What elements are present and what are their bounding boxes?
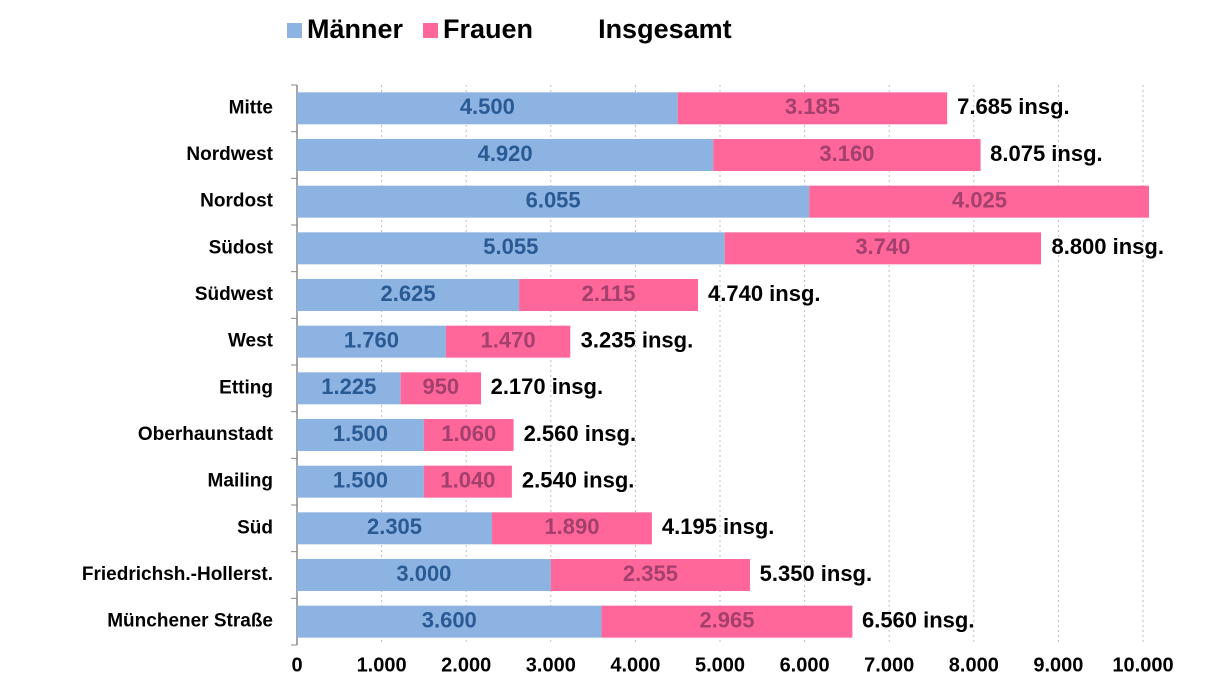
total-label: 3.235 insg.	[581, 327, 694, 352]
value-label: 1.890	[544, 514, 599, 539]
value-label: 2.965	[699, 607, 754, 632]
bar	[423, 419, 514, 451]
bar	[297, 185, 810, 218]
legend-label: Insgesamt	[598, 14, 732, 44]
legend-label: Frauen	[443, 14, 533, 44]
total-label: 4.740 insg.	[708, 281, 821, 306]
value-label: 2.305	[367, 514, 422, 539]
bars	[297, 92, 1149, 638]
bar	[297, 465, 424, 498]
bar	[423, 465, 512, 498]
value-label: 1.760	[344, 327, 399, 352]
total-label: 4.195 insg.	[662, 514, 775, 539]
x-tick-label: 2.000	[441, 654, 491, 676]
total-label: 2.170 insg.	[491, 374, 604, 399]
y-tick-label: Südwest	[195, 284, 274, 305]
y-tick-label: Süd	[237, 517, 273, 538]
x-tick-label: 1.000	[357, 654, 407, 676]
bar	[297, 559, 551, 591]
bar	[297, 92, 678, 125]
x-tick-label: 10.000	[1112, 654, 1173, 676]
total-label: 5.350 insg.	[760, 561, 873, 586]
legend-swatch	[423, 23, 439, 38]
bar	[677, 92, 948, 125]
bar	[297, 372, 401, 405]
total-label: 8.075 insg.	[990, 141, 1103, 166]
total-label: 8.800 insg.	[1051, 234, 1164, 259]
y-tick-label: Nordwest	[186, 144, 273, 165]
value-label: 4.920	[478, 141, 533, 166]
x-tick-label: 9.000	[1033, 654, 1083, 676]
value-label: 4.500	[460, 94, 515, 119]
bar	[492, 512, 652, 545]
y-tick-label: Münchener Straße	[107, 611, 273, 632]
bar	[297, 419, 424, 451]
x-tick-label: 8.000	[949, 654, 999, 676]
bar	[297, 512, 493, 545]
value-label: 2.625	[381, 281, 436, 306]
y-tick-label: Mailing	[208, 471, 273, 492]
total-label: 2.560 insg.	[524, 421, 637, 446]
bar	[297, 232, 725, 265]
bar	[519, 279, 699, 311]
bar	[297, 139, 714, 171]
bar	[297, 325, 446, 358]
value-label: 3.160	[819, 141, 874, 166]
total-label: 7.685 insg.	[957, 94, 1070, 119]
value-label: 1.225	[321, 374, 376, 399]
y-tick-label: Südost	[209, 237, 274, 258]
value-label: 1.060	[441, 421, 496, 446]
y-tick-label: Friedrichsh.-Hollerst.	[82, 564, 273, 585]
legend-swatch	[287, 23, 302, 38]
x-tick-label: 5.000	[695, 654, 745, 676]
y-tick-label: Etting	[219, 377, 273, 398]
value-label: 5.055	[483, 234, 538, 259]
y-tick-label: Mitte	[229, 97, 273, 118]
value-label: 2.115	[582, 281, 636, 306]
value-label: 4.025	[952, 187, 1007, 212]
legend-label: Männer	[307, 14, 404, 44]
bar	[445, 325, 571, 358]
y-tick-label: West	[228, 331, 274, 352]
y-tick-label: Nordost	[200, 191, 274, 212]
value-label: 1.500	[333, 421, 388, 446]
value-label: 3.600	[422, 607, 477, 632]
x-tick-label: 4.000	[610, 654, 660, 676]
bar	[550, 559, 751, 591]
x-tick-label: 7.000	[864, 654, 914, 676]
total-label: 6.560 insg.	[862, 607, 975, 632]
value-label: 2.355	[623, 561, 678, 586]
y-tick-label: Oberhaunstadt	[138, 424, 274, 445]
value-label: 1.500	[333, 467, 388, 492]
bar	[809, 185, 1149, 218]
value-label: 3.000	[396, 561, 451, 586]
value-label: 1.470	[481, 327, 536, 352]
x-tick-label: 3.000	[526, 654, 576, 676]
bar	[297, 279, 520, 311]
value-label: 3.740	[855, 234, 910, 259]
value-label: 3.185	[785, 94, 840, 119]
value-label: 1.040	[440, 467, 495, 492]
total-label: 2.540 insg.	[522, 467, 635, 492]
bar	[724, 232, 1042, 265]
bar	[297, 605, 602, 638]
bar	[400, 372, 482, 405]
value-label: 950	[422, 374, 459, 399]
value-label: 6.055	[526, 187, 581, 212]
bar	[601, 605, 853, 638]
x-tick-label: 6.000	[780, 654, 830, 676]
x-tick-label: 0	[291, 654, 302, 676]
bar	[713, 139, 981, 171]
